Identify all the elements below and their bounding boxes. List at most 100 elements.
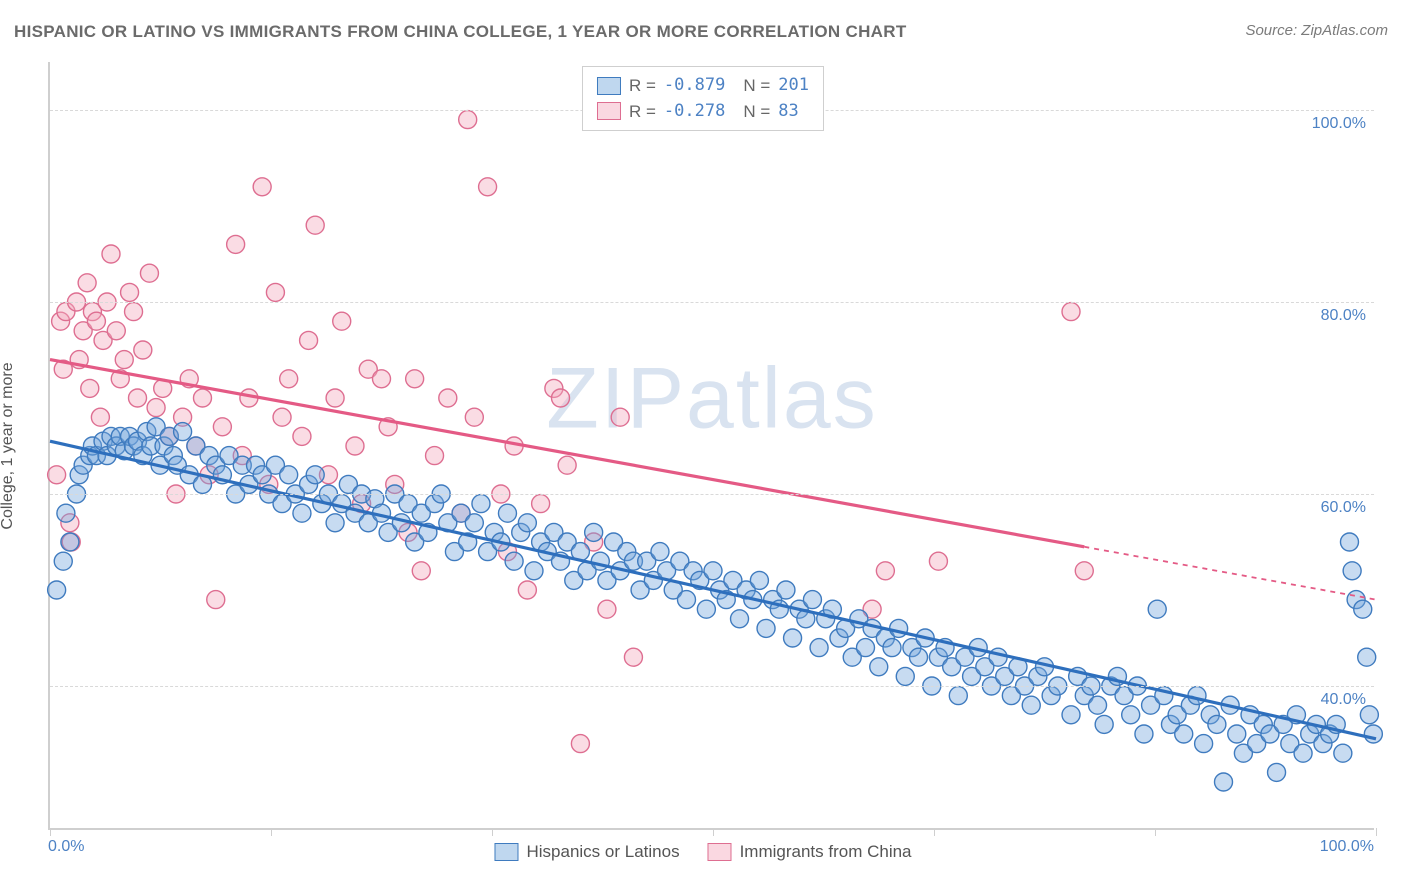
data-point-blue [1122,706,1140,724]
y-axis-label: College, 1 year or more [0,362,17,529]
data-point-blue [1364,725,1382,743]
gridline [50,686,1374,687]
data-point-pink [929,552,947,570]
data-point-blue [1343,562,1361,580]
data-point-blue [757,619,775,637]
data-point-blue [326,514,344,532]
legend-item-pink: Immigrants from China [708,842,912,862]
plot-svg [50,62,1374,828]
data-point-blue [697,600,715,618]
chart-container: HISPANIC OR LATINO VS IMMIGRANTS FROM CH… [0,0,1406,892]
data-point-pink [426,447,444,465]
source-label: Source: ZipAtlas.com [1245,22,1388,39]
data-point-pink [346,437,364,455]
y-tick-label: 80.0% [1310,307,1366,325]
legend-swatch-blue [494,843,518,861]
data-point-blue [48,581,66,599]
data-point-pink [479,178,497,196]
data-point-blue [1135,725,1153,743]
data-point-blue [1175,725,1193,743]
n-value: 83 [778,99,798,125]
data-point-blue [803,591,821,609]
legend-item-blue: Hispanics or Latinos [494,842,679,862]
data-point-pink [91,408,109,426]
data-point-blue [1195,735,1213,753]
data-point-blue [989,648,1007,666]
data-point-pink [147,399,165,417]
gridline [50,302,1374,303]
data-point-pink [125,303,143,321]
data-point-blue [465,514,483,532]
data-point-blue [777,581,795,599]
data-point-pink [280,370,298,388]
data-point-blue [910,648,928,666]
data-point-pink [439,389,457,407]
legend-stat-row: R =-0.278N = 83 [597,99,809,125]
x-tick-first: 0.0% [48,838,84,856]
data-point-pink [129,389,147,407]
data-point-blue [585,523,603,541]
legend-stat-row: R =-0.879N = 201 [597,73,809,99]
data-point-pink [140,264,158,282]
data-point-pink [107,322,125,340]
data-point-pink [1062,303,1080,321]
data-point-pink [412,562,430,580]
data-point-blue [1089,696,1107,714]
data-point-pink [134,341,152,359]
data-point-pink [876,562,894,580]
n-value: 201 [778,73,809,99]
x-tick [1155,828,1156,836]
data-point-pink [102,245,120,263]
x-tick [934,828,935,836]
data-point-blue [704,562,722,580]
data-point-pink [293,427,311,445]
data-point-pink [532,495,550,513]
data-point-blue [1228,725,1246,743]
data-point-blue [651,543,669,561]
data-point-pink [598,600,616,618]
data-point-blue [518,514,536,532]
r-label: R = [629,73,656,99]
data-point-pink [227,235,245,253]
legend-swatch-pink [708,843,732,861]
data-point-blue [896,667,914,685]
data-point-pink [300,331,318,349]
y-tick-label: 100.0% [1310,115,1366,133]
data-point-pink [373,370,391,388]
data-point-blue [1062,706,1080,724]
legend-series: Hispanics or Latinos Immigrants from Chin… [494,842,911,862]
data-point-pink [193,389,211,407]
r-value: -0.879 [664,73,725,99]
data-point-pink [1075,562,1093,580]
data-point-pink [266,283,284,301]
data-point-pink [465,408,483,426]
data-point-blue [505,552,523,570]
data-point-pink [273,408,291,426]
data-point-blue [61,533,79,551]
data-point-pink [459,111,477,129]
r-value: -0.278 [664,99,725,125]
data-point-pink [406,370,424,388]
data-point-pink [571,735,589,753]
data-point-blue [306,466,324,484]
data-point-blue [784,629,802,647]
legend-stats: R =-0.879N = 201R =-0.278N = 83 [582,66,824,131]
data-point-blue [1148,600,1166,618]
data-point-blue [57,504,75,522]
data-point-blue [54,552,72,570]
data-point-blue [1022,696,1040,714]
x-tick [271,828,272,836]
data-point-blue [1215,773,1233,791]
data-point-pink [81,379,99,397]
data-point-pink [207,591,225,609]
x-tick [50,828,51,836]
gridline [50,494,1374,495]
data-point-blue [1334,744,1352,762]
x-tick [713,828,714,836]
data-point-pink [87,312,105,330]
trend-line-pink-dashed [1084,547,1376,600]
data-point-blue [1294,744,1312,762]
data-point-pink [611,408,629,426]
data-point-pink [115,351,133,369]
data-point-pink [624,648,642,666]
